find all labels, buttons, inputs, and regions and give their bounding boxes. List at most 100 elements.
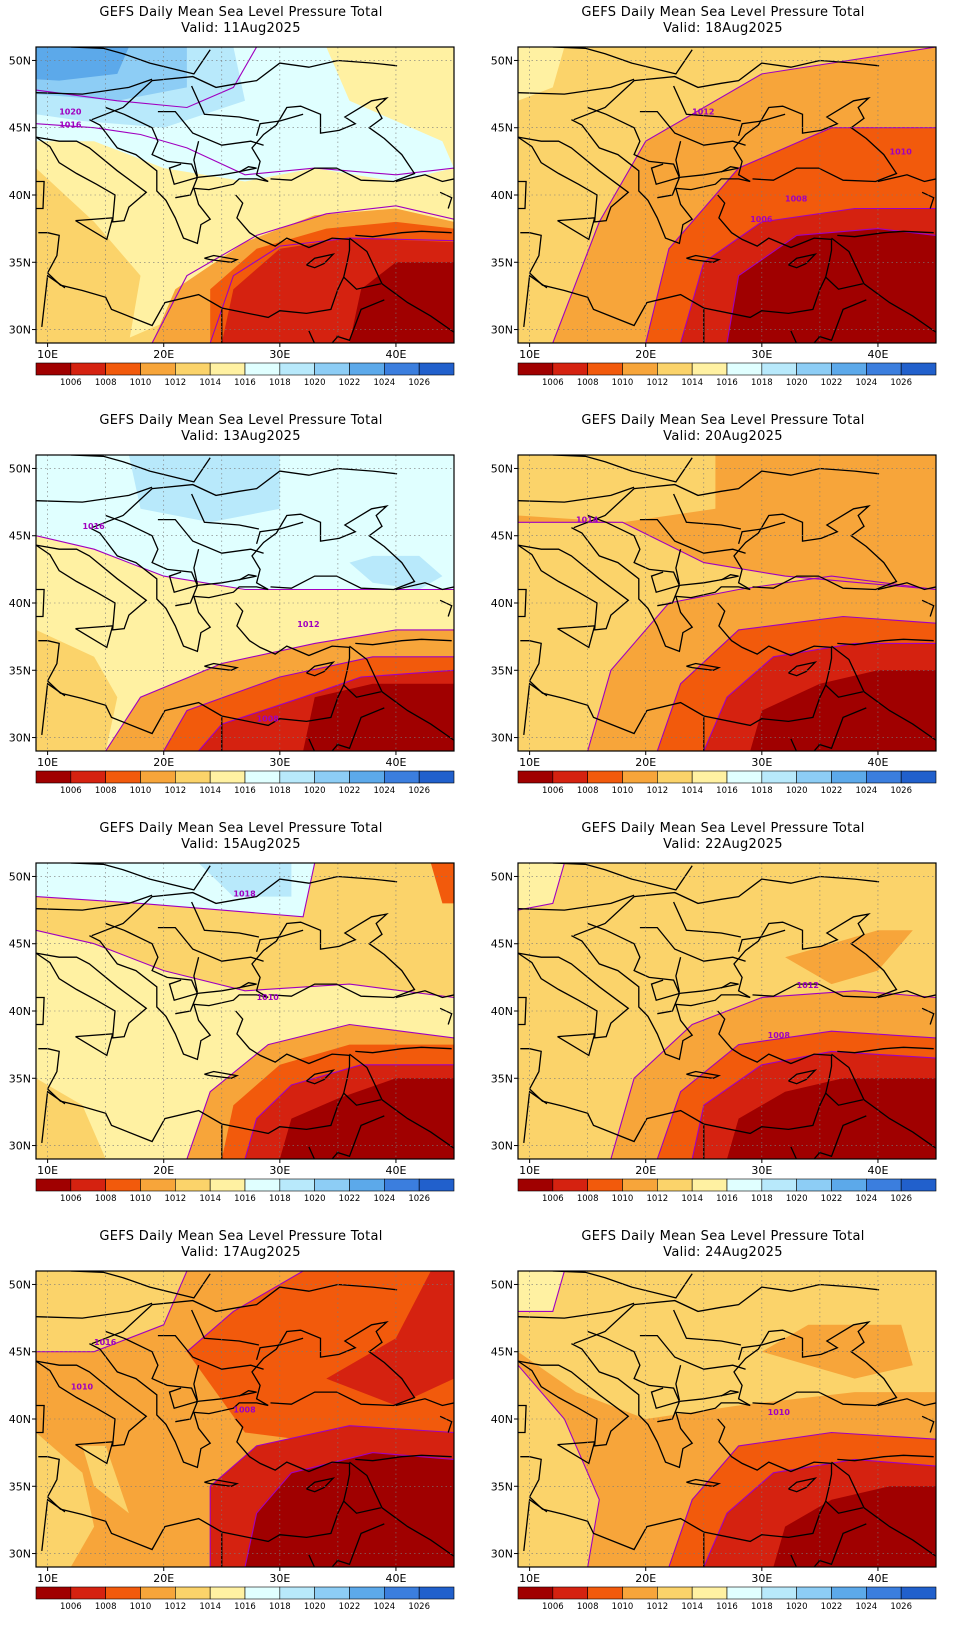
coastline (91, 59, 398, 121)
coastline (255, 113, 304, 136)
latitude-label: 45N (9, 1346, 31, 1359)
coastline (518, 1302, 635, 1319)
colorbar-tick-label: 1026 (890, 378, 912, 388)
latitude-label: 50N (491, 54, 513, 67)
colorbar-swatch (314, 362, 350, 376)
colorbar-tick-label: 1020 (786, 1194, 808, 1204)
isobar-label: 1008 (233, 1405, 256, 1414)
coastline (686, 1478, 722, 1487)
longitude-label: 10E (519, 756, 540, 769)
pressure-fill-area (750, 670, 936, 751)
longitude-label: 20E (153, 1164, 174, 1177)
coastline (587, 922, 681, 1002)
isobar-label: 1006 (750, 215, 773, 224)
coastline (737, 929, 786, 952)
colorbar-tick-label: 1008 (577, 1602, 599, 1612)
coastline (453, 455, 454, 459)
colorbar-tick-label: 1012 (647, 378, 669, 388)
colorbar-swatch (384, 770, 420, 784)
colorbar-swatch (587, 770, 623, 784)
coastline (336, 707, 385, 750)
colorbar-swatch (552, 362, 588, 376)
colorbar-tick-label: 1024 (374, 786, 396, 796)
isobar-line (36, 863, 316, 918)
coastline (921, 191, 935, 209)
longitude-label: 30E (751, 348, 772, 361)
colorbar-tick-label: 1018 (269, 378, 291, 388)
coastline (737, 1337, 786, 1360)
colorbar-swatch (349, 1586, 385, 1600)
coastline (36, 588, 45, 618)
panel-valid-date: Valid: 11Aug2025 (181, 21, 301, 36)
colorbar-swatch (761, 1178, 797, 1192)
coastline (557, 1033, 596, 1057)
colorbar-swatch (105, 1178, 141, 1192)
coastline (518, 894, 635, 911)
pressure-fill-area (518, 47, 565, 101)
colorbar-tick-label: 1020 (304, 786, 326, 796)
coastline (196, 575, 257, 587)
coastline (70, 455, 211, 483)
colorbar-swatch (418, 770, 455, 784)
colorbar-tick-label: 1018 (269, 1194, 291, 1204)
coastline (336, 299, 385, 342)
coastline (36, 1363, 37, 1365)
latitude-label: 50N (9, 1278, 31, 1291)
panel-title: GEFS Daily Mean Sea Level Pressure Total (99, 1229, 383, 1244)
latitude-label: 45N (9, 122, 31, 135)
longitude-label: 20E (153, 1572, 174, 1585)
colorbar-tick-label: 1012 (165, 1602, 187, 1612)
longitude-label: 40E (867, 1572, 888, 1585)
coastline (877, 990, 936, 999)
isobar-line (587, 575, 936, 751)
map-panel: GEFS Daily Mean Sea Level Pressure Total… (482, 408, 964, 818)
colorbar-tick-label: 1012 (647, 786, 669, 796)
colorbar-tick-label: 1020 (304, 1602, 326, 1612)
coastline (818, 707, 867, 750)
colorbar-tick-label: 1024 (856, 1194, 878, 1204)
colorbar-swatch (105, 362, 141, 376)
colorbar-swatch (209, 770, 246, 784)
latitude-label: 40N (9, 1005, 31, 1018)
colorbar-swatch (796, 1586, 832, 1600)
colorbar-swatch (517, 362, 554, 376)
coastline (453, 863, 454, 867)
latitude-label: 45N (491, 1346, 513, 1359)
colorbar-swatch (517, 1178, 554, 1192)
coastline (204, 662, 240, 671)
coastline (105, 514, 199, 594)
colorbar-swatch (35, 362, 72, 376)
isobar-line (36, 535, 454, 591)
coastline (343, 1092, 382, 1106)
colorbar-tick-label: 1022 (821, 1602, 843, 1612)
pressure-fill-area (82, 1445, 129, 1514)
coastline (36, 136, 148, 223)
coastline (573, 467, 880, 529)
colorbar-swatch (175, 770, 211, 784)
coastline (36, 544, 148, 631)
pressure-fill-area (518, 863, 565, 911)
latitude-label: 35N (9, 1072, 31, 1085)
pressure-fill-area (349, 262, 454, 343)
colorbar-swatch (105, 1586, 141, 1600)
colorbar-swatch (175, 1178, 211, 1192)
colorbar-tick-label: 1022 (339, 378, 361, 388)
colorbar-swatch (831, 770, 867, 784)
coastline (255, 521, 304, 544)
coastline (831, 237, 936, 334)
colorbar-tick-label: 1010 (130, 378, 152, 388)
colorbar-tick-label: 1026 (890, 1602, 912, 1612)
coastline (70, 47, 211, 75)
coastline (837, 1454, 934, 1462)
coastline (193, 957, 200, 993)
colorbar-swatch (761, 362, 797, 376)
pressure-fill-area (36, 1271, 187, 1352)
map-panel: GEFS Daily Mean Sea Level Pressure Total… (0, 408, 482, 818)
colorbar-swatch (900, 362, 937, 376)
coastline (523, 1498, 548, 1551)
longitude-label: 20E (153, 348, 174, 361)
latitude-label: 40N (491, 1005, 513, 1018)
colorbar-swatch (314, 1178, 350, 1192)
colorbar-tick-label: 1006 (542, 1194, 564, 1204)
